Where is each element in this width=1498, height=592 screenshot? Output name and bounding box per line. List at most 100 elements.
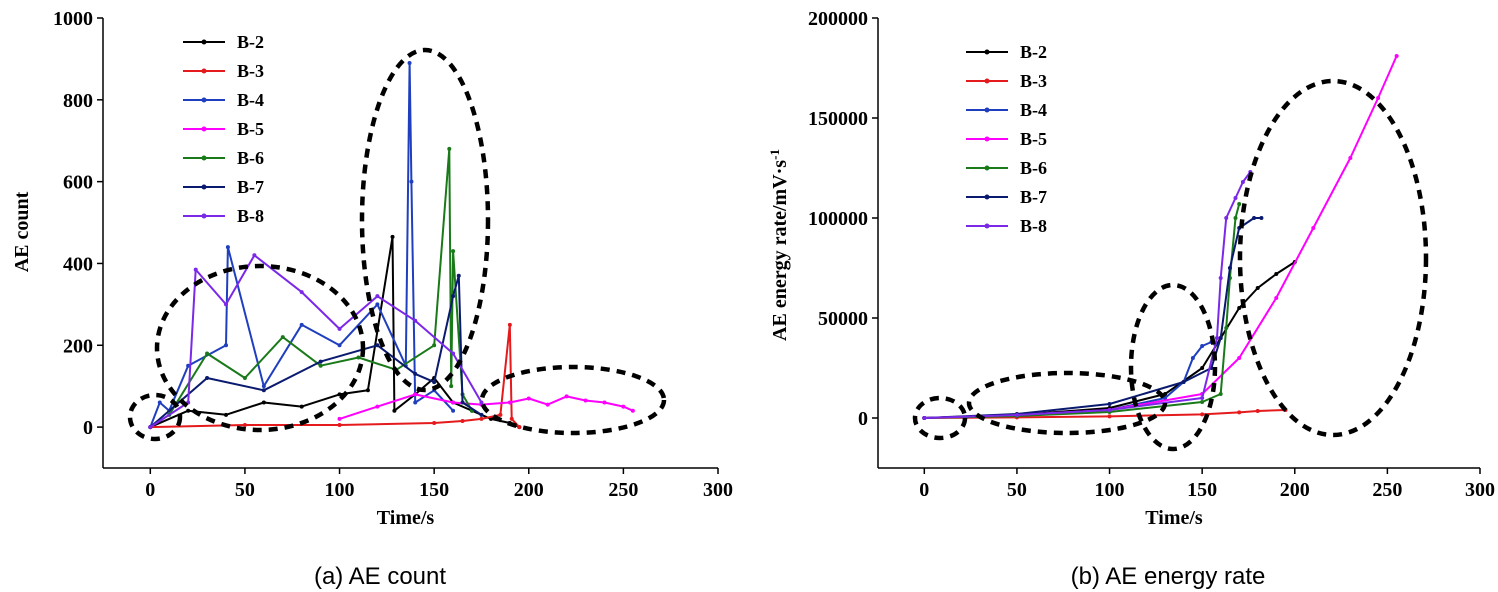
series-point-b-4 (261, 384, 266, 389)
series-point-b-6 (356, 355, 361, 360)
legend-marker (984, 165, 990, 171)
annotation-ellipse (127, 392, 183, 442)
series-point-b-5 (375, 404, 380, 409)
series-point-b-8 (1224, 216, 1229, 220)
x-tick-label: 50 (235, 479, 255, 501)
series-point-b-7 (1181, 380, 1186, 384)
series-point-b-8 (1233, 196, 1238, 200)
chart-panel-b: 0 50 100 150 200 250 300 0 50000 100000 150000 2000… (767, 8, 1496, 590)
y-tick-label: 0 (83, 417, 93, 439)
y-tick-label: 200 (63, 335, 93, 357)
legend-label: B-6 (1020, 158, 1047, 178)
series-point-b-7 (205, 376, 210, 380)
legend-marker (201, 97, 207, 103)
x-tick-label: 250 (608, 479, 638, 501)
series-point-b-8 (1200, 396, 1205, 400)
series-point-b-3 (337, 423, 342, 428)
series-point-b-3 (432, 421, 437, 425)
annotation-ellipse (966, 370, 1168, 436)
series-point-b-7 (413, 371, 418, 376)
series-point-b-5 (1348, 156, 1353, 160)
series-point-b-8 (1107, 408, 1112, 412)
series-point-b-5 (630, 408, 635, 413)
series-point-b-4 (413, 400, 418, 405)
series-point-b-5 (1311, 226, 1316, 230)
series-point-b-5 (1376, 96, 1381, 100)
legend-label: B-8 (1020, 216, 1047, 236)
series-point-b-4 (225, 245, 230, 250)
series-point-b-8 (1218, 276, 1223, 280)
series-point-b-7 (1107, 402, 1112, 406)
series-point-b-4 (407, 61, 412, 65)
y-tick-label: 100000 (808, 208, 868, 230)
series-point-b-7 (1227, 266, 1232, 270)
series-point-b-2 (390, 234, 395, 239)
series-point-b-5 (545, 402, 550, 407)
x-tick-label: 0 (145, 479, 155, 501)
series-point-b-8 (224, 302, 228, 307)
legend-marker (201, 213, 207, 219)
series-point-b-4 (451, 408, 456, 413)
legend-marker (201, 68, 207, 74)
series-point-b-6 (432, 343, 437, 348)
legend-marker (984, 78, 990, 84)
series-point-b-3 (1107, 414, 1112, 419)
series-point-b-6 (1200, 400, 1205, 404)
series-point-b-4 (337, 343, 342, 348)
y-tick-label: 50000 (818, 308, 868, 330)
x-tick-label: 300 (1465, 479, 1495, 501)
legend-label: B-2 (1020, 42, 1047, 62)
series-point-b-7 (261, 388, 266, 393)
series-point-b-8 (1214, 336, 1219, 340)
x-tick-label: 100 (325, 479, 355, 501)
series-point-b-5 (564, 394, 569, 399)
series-point-b-8 (375, 294, 380, 299)
chart-panel-a: 0 50 100 150 200 250 300 0 200 400 600 800 1000 Time/… (11, 8, 733, 590)
legend-label: B-8 (237, 206, 264, 226)
legend-marker (201, 184, 207, 190)
series-point-b-5 (1274, 296, 1279, 300)
legend-marker (984, 223, 990, 229)
series-point-b-3 (479, 416, 484, 421)
series-line-b-7 (924, 217, 1262, 419)
x-tick-label: 300 (703, 479, 733, 501)
series-point-b-6 (1237, 202, 1242, 206)
series-point-b-7 (1218, 336, 1223, 340)
series-point-b-4 (1200, 344, 1205, 348)
series-point-b-8 (1014, 413, 1019, 417)
series-point-b-8 (1240, 180, 1245, 184)
series-line-b-8 (924, 171, 1252, 419)
series-point-b-3 (460, 418, 465, 423)
annotation-ellipse (359, 47, 491, 393)
series-point-b-4 (375, 302, 380, 307)
legend-marker (201, 39, 207, 45)
legend-label: B-4 (237, 90, 264, 110)
panel-caption: (b) AE energy rate (1071, 563, 1266, 590)
legend-marker (984, 107, 990, 113)
series-point-b-8 (413, 318, 418, 323)
series-point-b-2 (365, 388, 370, 393)
legend-label: B-3 (237, 61, 264, 81)
series-point-b-5 (413, 392, 418, 397)
series-point-b-3 (242, 423, 247, 428)
series-point-b-8 (299, 290, 304, 295)
series-point-b-7 (432, 380, 437, 385)
series-point-b-2 (337, 392, 342, 397)
legend-label: B-3 (1020, 71, 1047, 91)
y-axis-label-superscript: -1 (767, 149, 782, 160)
series-point-b-8 (148, 425, 153, 430)
series-point-b-6 (280, 335, 285, 340)
series-point-b-8 (922, 416, 927, 420)
series-point-b-6 (451, 249, 456, 254)
series-point-b-8 (451, 351, 456, 356)
series-point-b-5 (602, 400, 607, 405)
series-point-b-6 (1233, 216, 1238, 220)
series-point-b-8 (252, 253, 257, 258)
y-tick-label: 150000 (808, 108, 868, 130)
series-line-b-4 (149, 62, 454, 428)
series-point-b-3 (498, 412, 503, 417)
x-axis-label: Time/s (1145, 507, 1203, 529)
series-point-b-2 (224, 412, 228, 417)
series-point-b-7 (318, 359, 323, 364)
